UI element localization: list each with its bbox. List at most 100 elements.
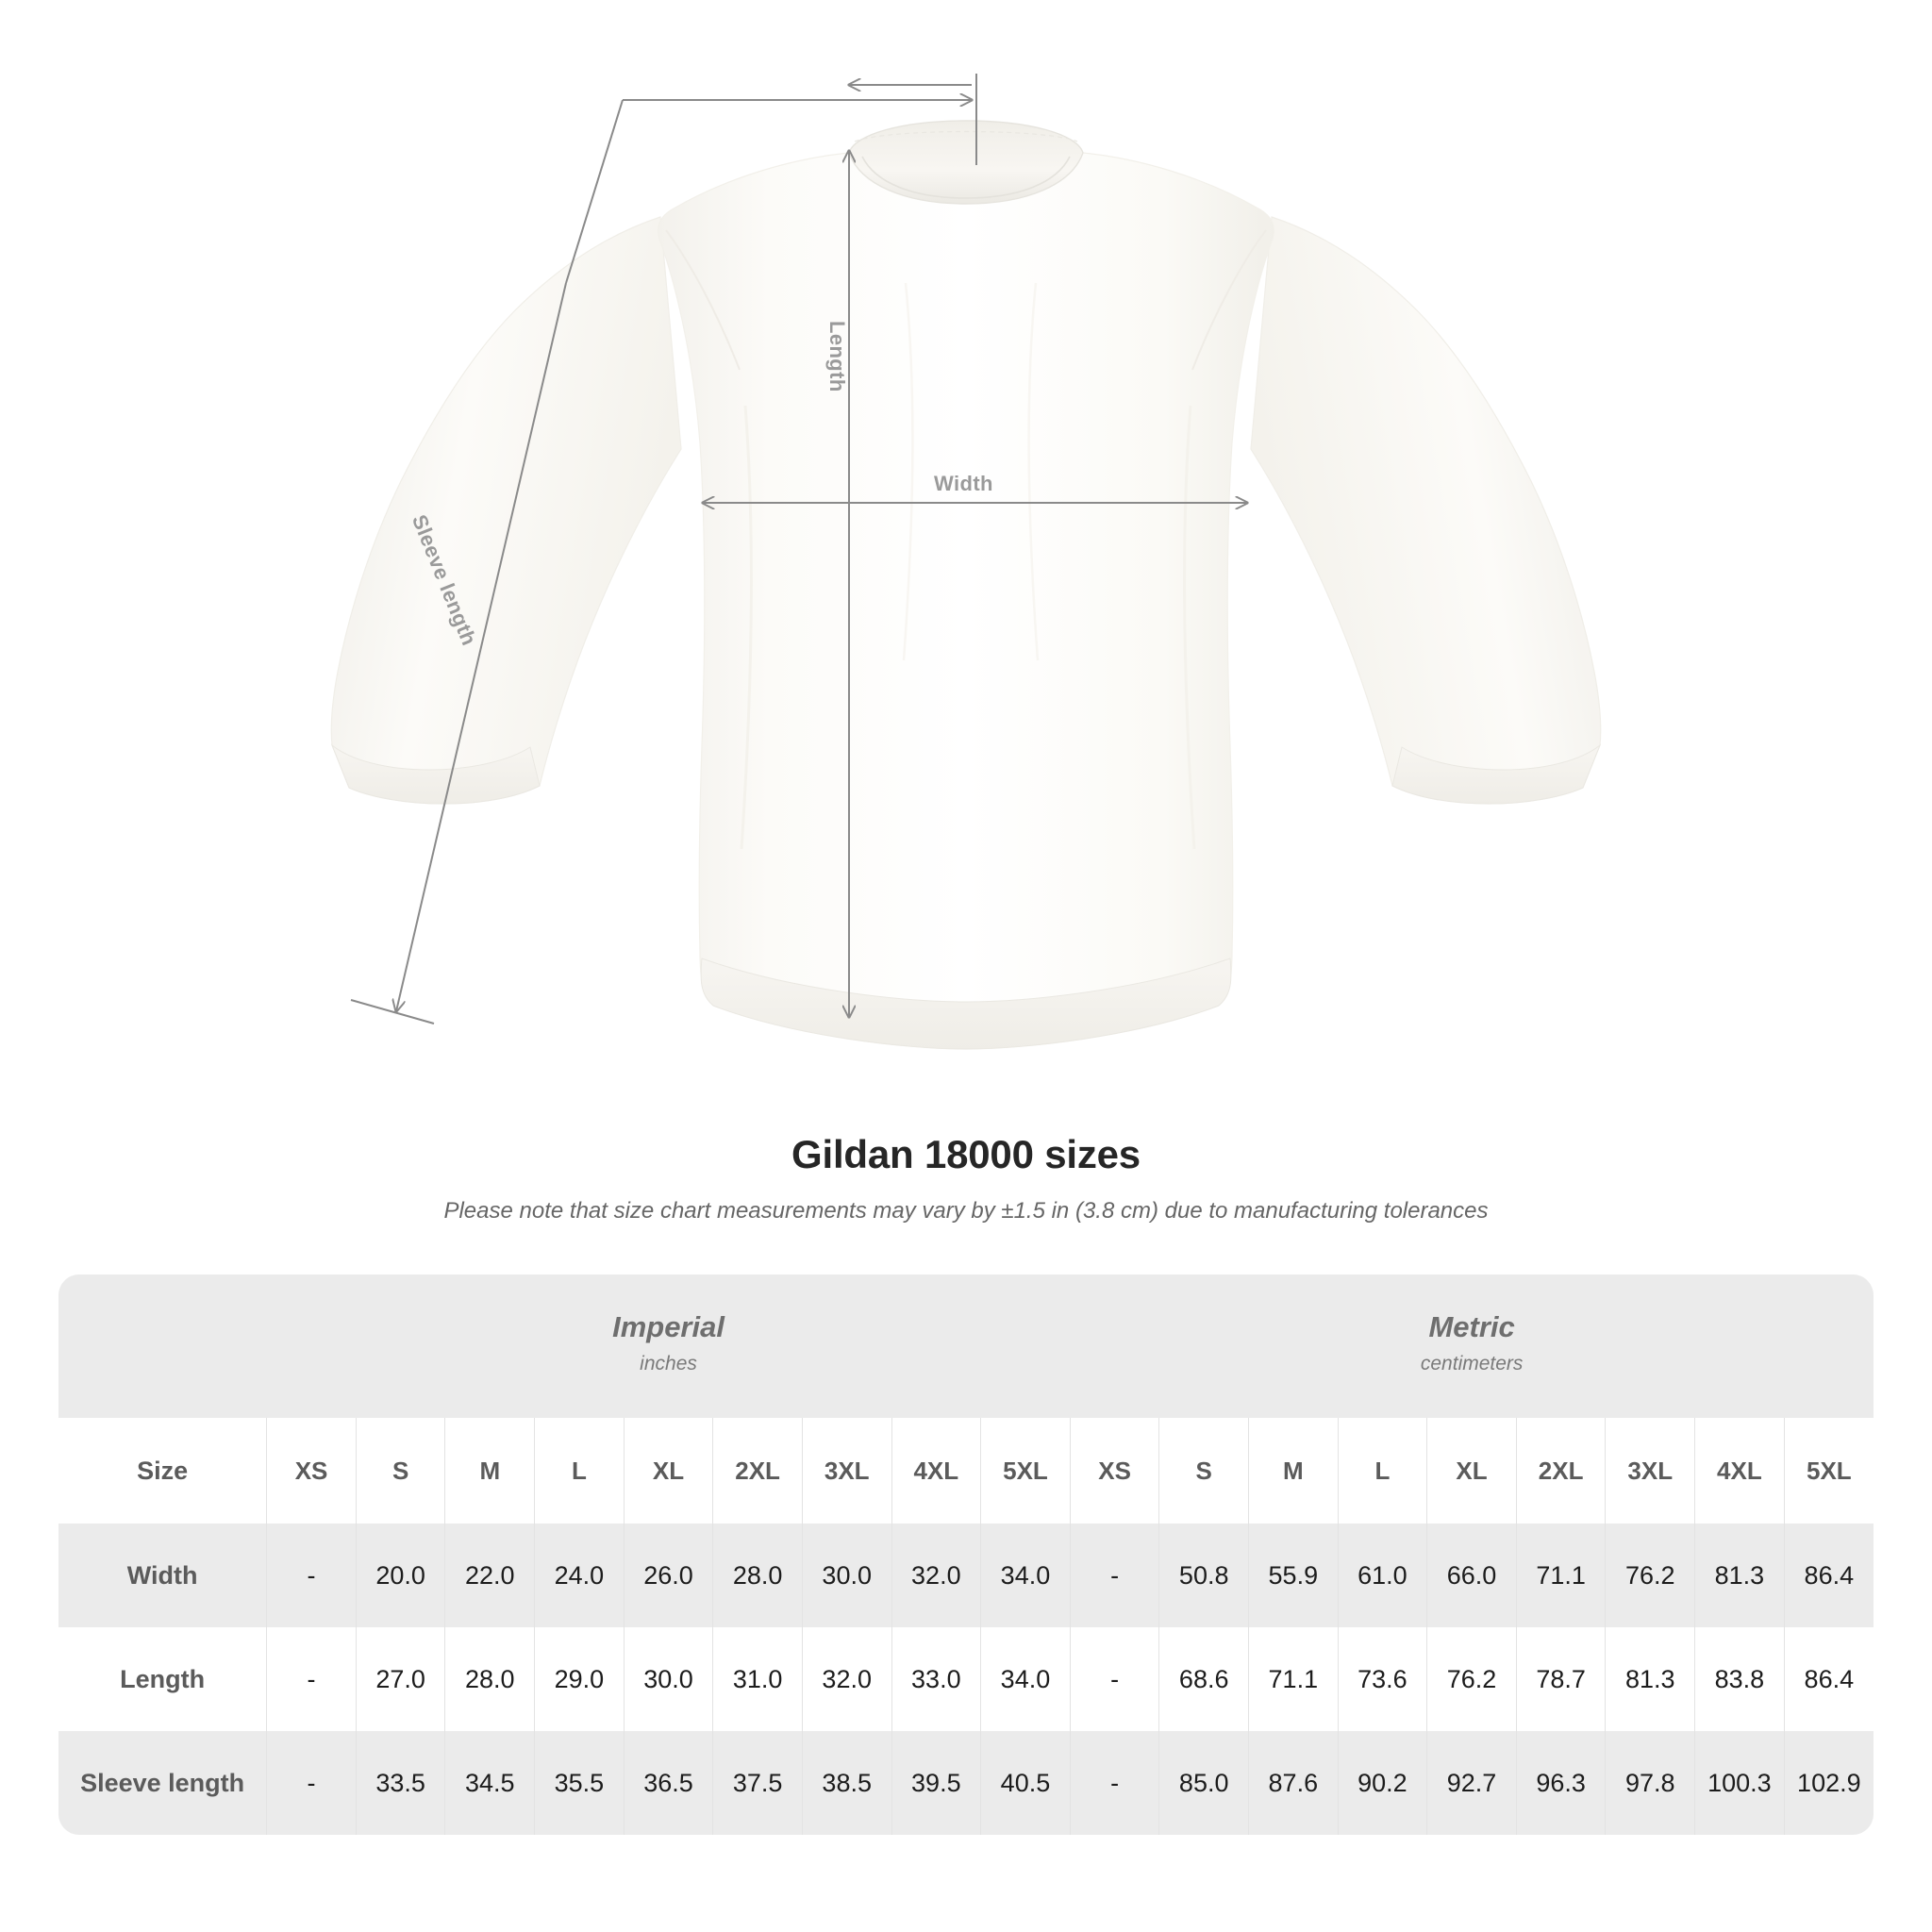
title-block: Gildan 18000 sizes Please note that size… bbox=[0, 1132, 1932, 1224]
cell-width-imperial-l: 24.0 bbox=[534, 1524, 625, 1627]
unit-imperial-name: Imperial bbox=[612, 1310, 724, 1344]
header-size-imperial-4xl: 4XL bbox=[891, 1418, 981, 1524]
header-size-metric-3xl: 3XL bbox=[1605, 1418, 1695, 1524]
row-label-length: Length bbox=[58, 1627, 267, 1731]
cell-width-imperial-m: 22.0 bbox=[444, 1524, 535, 1627]
cell-width-metric-5xl: 86.4 bbox=[1783, 1524, 1874, 1627]
header-size-metric-s: S bbox=[1158, 1418, 1249, 1524]
cell-sleeve-imperial-xs: - bbox=[266, 1731, 357, 1835]
measurement-lines bbox=[350, 74, 1247, 1024]
cell-sleeve-metric-xl: 92.7 bbox=[1426, 1731, 1517, 1835]
cell-sleeve-imperial-3xl: 38.5 bbox=[801, 1731, 892, 1835]
cell-length-metric-4xl: 83.8 bbox=[1694, 1627, 1785, 1731]
header-size-metric-l: L bbox=[1337, 1418, 1427, 1524]
header-size-metric-xl: XL bbox=[1426, 1418, 1517, 1524]
cell-sleeve-imperial-l: 35.5 bbox=[534, 1731, 625, 1835]
cell-length-imperial-l: 29.0 bbox=[534, 1627, 625, 1731]
cell-length-imperial-4xl: 33.0 bbox=[891, 1627, 981, 1731]
cell-sleeve-imperial-5xl: 40.5 bbox=[980, 1731, 1071, 1835]
cell-sleeve-metric-l: 90.2 bbox=[1337, 1731, 1427, 1835]
cell-length-metric-l: 73.6 bbox=[1337, 1627, 1427, 1731]
cell-sleeve-imperial-4xl: 39.5 bbox=[891, 1731, 981, 1835]
cell-length-metric-2xl: 78.7 bbox=[1515, 1627, 1606, 1731]
header-size-imperial-xl: XL bbox=[623, 1418, 713, 1524]
size-header-row: Size XS S M L XL 2XL 3XL 4XL 5XL XS S M … bbox=[58, 1418, 1874, 1524]
cell-sleeve-metric-5xl: 102.9 bbox=[1783, 1731, 1874, 1835]
unit-metric-sub: centimeters bbox=[1420, 1352, 1524, 1374]
cell-length-imperial-s: 27.0 bbox=[355, 1627, 445, 1731]
cell-length-metric-m: 71.1 bbox=[1248, 1627, 1339, 1731]
header-size-imperial-2xl: 2XL bbox=[712, 1418, 803, 1524]
cell-width-imperial-5xl: 34.0 bbox=[980, 1524, 1071, 1627]
length-label: Length bbox=[825, 321, 849, 392]
cell-length-metric-xl: 76.2 bbox=[1426, 1627, 1517, 1731]
width-label: Width bbox=[934, 472, 993, 495]
cell-length-imperial-5xl: 34.0 bbox=[980, 1627, 1071, 1731]
unit-banner-spacer bbox=[58, 1274, 267, 1418]
cell-width-metric-xl: 66.0 bbox=[1426, 1524, 1517, 1627]
size-table: Imperial inches Metric centimeters Size … bbox=[58, 1274, 1874, 1835]
cell-length-metric-s: 68.6 bbox=[1158, 1627, 1249, 1731]
cell-width-imperial-xl: 26.0 bbox=[623, 1524, 713, 1627]
cell-sleeve-metric-2xl: 96.3 bbox=[1515, 1731, 1606, 1835]
header-size-metric-5xl: 5XL bbox=[1783, 1418, 1874, 1524]
header-size-metric-xs: XS bbox=[1069, 1418, 1159, 1524]
cell-width-metric-m: 55.9 bbox=[1248, 1524, 1339, 1627]
header-size-imperial-xs: XS bbox=[266, 1418, 357, 1524]
unit-banner-metric: Metric centimeters bbox=[1070, 1274, 1874, 1418]
header-size-metric-2xl: 2XL bbox=[1515, 1418, 1606, 1524]
sleeve-cuff-tick bbox=[350, 999, 435, 1024]
sweatshirt-diagram bbox=[330, 74, 1602, 1050]
size-table-wrapper: Imperial inches Metric centimeters Size … bbox=[58, 1274, 1874, 1835]
cell-width-metric-4xl: 81.3 bbox=[1694, 1524, 1785, 1627]
cell-sleeve-metric-3xl: 97.8 bbox=[1605, 1731, 1695, 1835]
header-size-metric-m: M bbox=[1248, 1418, 1339, 1524]
page-subtitle: Please note that size chart measurements… bbox=[443, 1198, 1489, 1224]
cell-length-imperial-2xl: 31.0 bbox=[712, 1627, 803, 1731]
sleeve-shoulder-segment bbox=[565, 99, 624, 284]
cell-width-imperial-2xl: 28.0 bbox=[712, 1524, 803, 1627]
header-size-label: Size bbox=[58, 1418, 267, 1524]
row-label-sleeve-length: Sleeve length bbox=[58, 1731, 267, 1835]
header-size-imperial-3xl: 3XL bbox=[801, 1418, 892, 1524]
sweatshirt-shape bbox=[330, 120, 1602, 1050]
cell-width-metric-2xl: 71.1 bbox=[1515, 1524, 1606, 1627]
header-size-imperial-l: L bbox=[534, 1418, 625, 1524]
cell-width-imperial-xs: - bbox=[266, 1524, 357, 1627]
cell-length-metric-xs: - bbox=[1069, 1627, 1159, 1731]
cell-sleeve-imperial-2xl: 37.5 bbox=[712, 1731, 803, 1835]
garment-illustration: Length Width Sleeve length bbox=[330, 74, 1602, 1050]
cell-sleeve-metric-xs: - bbox=[1069, 1731, 1159, 1835]
cell-width-metric-xs: - bbox=[1069, 1524, 1159, 1627]
header-size-imperial-m: M bbox=[444, 1418, 535, 1524]
cell-length-metric-3xl: 81.3 bbox=[1605, 1627, 1695, 1731]
sleeve-body-segment bbox=[396, 282, 567, 1011]
table-row: Width - 20.0 22.0 24.0 26.0 28.0 30.0 32… bbox=[58, 1524, 1874, 1627]
table-row: Sleeve length - 33.5 34.5 35.5 36.5 37.5… bbox=[58, 1731, 1874, 1835]
cell-width-metric-l: 61.0 bbox=[1337, 1524, 1427, 1627]
cell-width-imperial-4xl: 32.0 bbox=[891, 1524, 981, 1627]
cell-length-imperial-3xl: 32.0 bbox=[801, 1627, 892, 1731]
cell-width-imperial-3xl: 30.0 bbox=[801, 1524, 892, 1627]
page-title: Gildan 18000 sizes bbox=[791, 1132, 1141, 1176]
cell-sleeve-metric-s: 85.0 bbox=[1158, 1731, 1249, 1835]
header-size-metric-4xl: 4XL bbox=[1694, 1418, 1785, 1524]
cell-length-imperial-xl: 30.0 bbox=[623, 1627, 713, 1731]
table-row: Length - 27.0 28.0 29.0 30.0 31.0 32.0 3… bbox=[58, 1627, 1874, 1731]
unit-banner-row: Imperial inches Metric centimeters bbox=[58, 1274, 1874, 1418]
cell-length-imperial-xs: - bbox=[266, 1627, 357, 1731]
header-size-imperial-s: S bbox=[355, 1418, 445, 1524]
cell-width-imperial-s: 20.0 bbox=[355, 1524, 445, 1627]
cell-sleeve-metric-m: 87.6 bbox=[1248, 1731, 1339, 1835]
cell-length-metric-5xl: 86.4 bbox=[1783, 1627, 1874, 1731]
unit-metric-name: Metric bbox=[1428, 1310, 1515, 1344]
cell-width-metric-3xl: 76.2 bbox=[1605, 1524, 1695, 1627]
cell-sleeve-imperial-xl: 36.5 bbox=[623, 1731, 713, 1835]
unit-imperial-sub: inches bbox=[640, 1352, 697, 1374]
cell-sleeve-imperial-s: 33.5 bbox=[355, 1731, 445, 1835]
cell-length-imperial-m: 28.0 bbox=[444, 1627, 535, 1731]
cell-width-metric-s: 50.8 bbox=[1158, 1524, 1249, 1627]
header-size-imperial-5xl: 5XL bbox=[980, 1418, 1071, 1524]
cell-sleeve-imperial-m: 34.5 bbox=[444, 1731, 535, 1835]
